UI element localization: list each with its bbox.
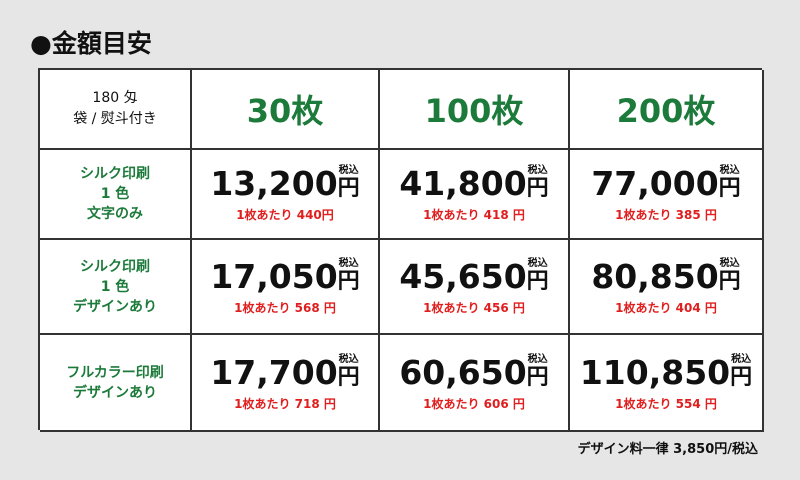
- per-unit-price: 1枚あたり 385 円: [615, 208, 717, 222]
- row-header: フルカラー印刷 デザインあり: [40, 335, 192, 432]
- unit-group: 税込円: [730, 354, 752, 391]
- price-group: 17,700 税込円: [210, 354, 359, 391]
- price-group: 80,850 税込円: [591, 258, 740, 295]
- price: 45,650: [399, 256, 527, 296]
- tax-label: 税込: [731, 353, 752, 365]
- column-header: 30枚: [192, 70, 380, 150]
- corner-cell: 180 匁袋 / 熨斗付き: [40, 70, 192, 150]
- row-header: シルク印刷 1 色文字のみ: [40, 150, 192, 240]
- price-cell: 13,200 税込円 1枚あたり 440円: [192, 150, 380, 240]
- currency-unit: 円: [337, 176, 360, 201]
- currency-unit: 円: [526, 364, 549, 390]
- per-unit-price: 1枚あたり 418 円: [423, 208, 525, 222]
- row-label: 1 色: [100, 186, 130, 202]
- per-unit-price: 1枚あたり 718 円: [234, 396, 336, 411]
- corner-text: 袋 / 熨斗付き: [73, 111, 157, 127]
- price-group: 41,800 税込円: [399, 165, 548, 202]
- row-label: デザインあり: [73, 298, 157, 315]
- currency-unit: 円: [718, 268, 741, 294]
- column-header: 100枚: [380, 70, 570, 150]
- currency-unit: 円: [526, 268, 549, 294]
- price-group: 77,000 税込円: [591, 165, 740, 202]
- price: 17,700: [210, 352, 338, 392]
- tax-label: 税込: [338, 165, 359, 176]
- unit-group: 税込円: [338, 165, 360, 202]
- unit-group: 税込円: [527, 165, 549, 202]
- tax-label: 税込: [527, 257, 548, 269]
- currency-unit: 円: [337, 364, 360, 390]
- price-cell: 110,850 税込円 1枚あたり 554 円: [570, 335, 764, 432]
- tax-label: 税込: [338, 257, 359, 269]
- column-label: 30枚: [246, 92, 324, 130]
- price: 110,850: [579, 352, 731, 392]
- price-cell: 17,700 税込円 1枚あたり 718 円: [192, 335, 380, 432]
- column-label: 200枚: [616, 92, 716, 130]
- price-group: 110,850 税込円: [580, 354, 752, 391]
- price-group: 60,650 税込円: [399, 354, 548, 391]
- tax-label: 税込: [527, 353, 548, 365]
- price-table: 180 匁袋 / 熨斗付き 30枚 100枚 200枚 シルク印刷 1 色文字のみ 13,2…: [38, 68, 764, 432]
- corner-text: 180 匁: [92, 90, 138, 106]
- price-group: 17,050 税込円: [210, 258, 359, 295]
- tax-label: 税込: [719, 257, 740, 269]
- unit-group: 税込円: [719, 258, 741, 295]
- per-unit-price: 1枚あたり 606 円: [423, 396, 525, 411]
- currency-unit: 円: [718, 176, 741, 201]
- unit-group: 税込円: [527, 354, 549, 391]
- row-label: 1 色: [100, 278, 130, 295]
- price-group: 13,200 税込円: [210, 165, 359, 202]
- tax-label: 税込: [719, 165, 740, 176]
- unit-group: 税込円: [719, 165, 741, 202]
- per-unit-price: 1枚あたり 568 円: [234, 300, 336, 315]
- price: 60,650: [399, 352, 527, 392]
- tax-label: 税込: [527, 165, 548, 176]
- price: 41,800: [399, 164, 527, 203]
- per-unit-price: 1枚あたり 456 円: [423, 300, 525, 315]
- unit-group: 税込円: [338, 354, 360, 391]
- row-label: デザインあり: [73, 384, 157, 401]
- currency-unit: 円: [730, 364, 753, 390]
- footer-note: デザイン料一律 3,850円/税込: [577, 442, 758, 457]
- column-label: 100枚: [424, 92, 524, 130]
- price-cell: 60,650 税込円 1枚あたり 606 円: [380, 335, 570, 432]
- price-cell: 41,800 税込円 1枚あたり 418 円: [380, 150, 570, 240]
- price-cell: 77,000 税込円 1枚あたり 385 円: [570, 150, 764, 240]
- per-unit-price: 1枚あたり 404 円: [615, 300, 717, 315]
- row-label: シルク印刷: [80, 258, 150, 275]
- row-label: フルカラー印刷: [66, 364, 164, 381]
- currency-unit: 円: [526, 176, 549, 201]
- price-cell: 17,050 税込円 1枚あたり 568 円: [192, 240, 380, 335]
- row-label: 文字のみ: [87, 206, 143, 222]
- price-cell: 80,850 税込円 1枚あたり 404 円: [570, 240, 764, 335]
- per-unit-price: 1枚あたり 440円: [236, 208, 334, 222]
- price: 17,050: [210, 256, 338, 296]
- row-header: シルク印刷 1 色デザインあり: [40, 240, 192, 335]
- per-unit-price: 1枚あたり 554 円: [615, 396, 717, 411]
- price: 80,850: [591, 256, 719, 296]
- row-label: シルク印刷: [80, 166, 150, 182]
- price: 13,200: [210, 164, 338, 203]
- title: ●金額目安: [30, 29, 152, 58]
- price: 77,000: [591, 164, 719, 203]
- unit-group: 税込円: [527, 258, 549, 295]
- currency-unit: 円: [337, 268, 360, 294]
- column-header: 200枚: [570, 70, 764, 150]
- unit-group: 税込円: [338, 258, 360, 295]
- tax-label: 税込: [338, 353, 359, 365]
- price-group: 45,650 税込円: [399, 258, 548, 295]
- price-cell: 45,650 税込円 1枚あたり 456 円: [380, 240, 570, 335]
